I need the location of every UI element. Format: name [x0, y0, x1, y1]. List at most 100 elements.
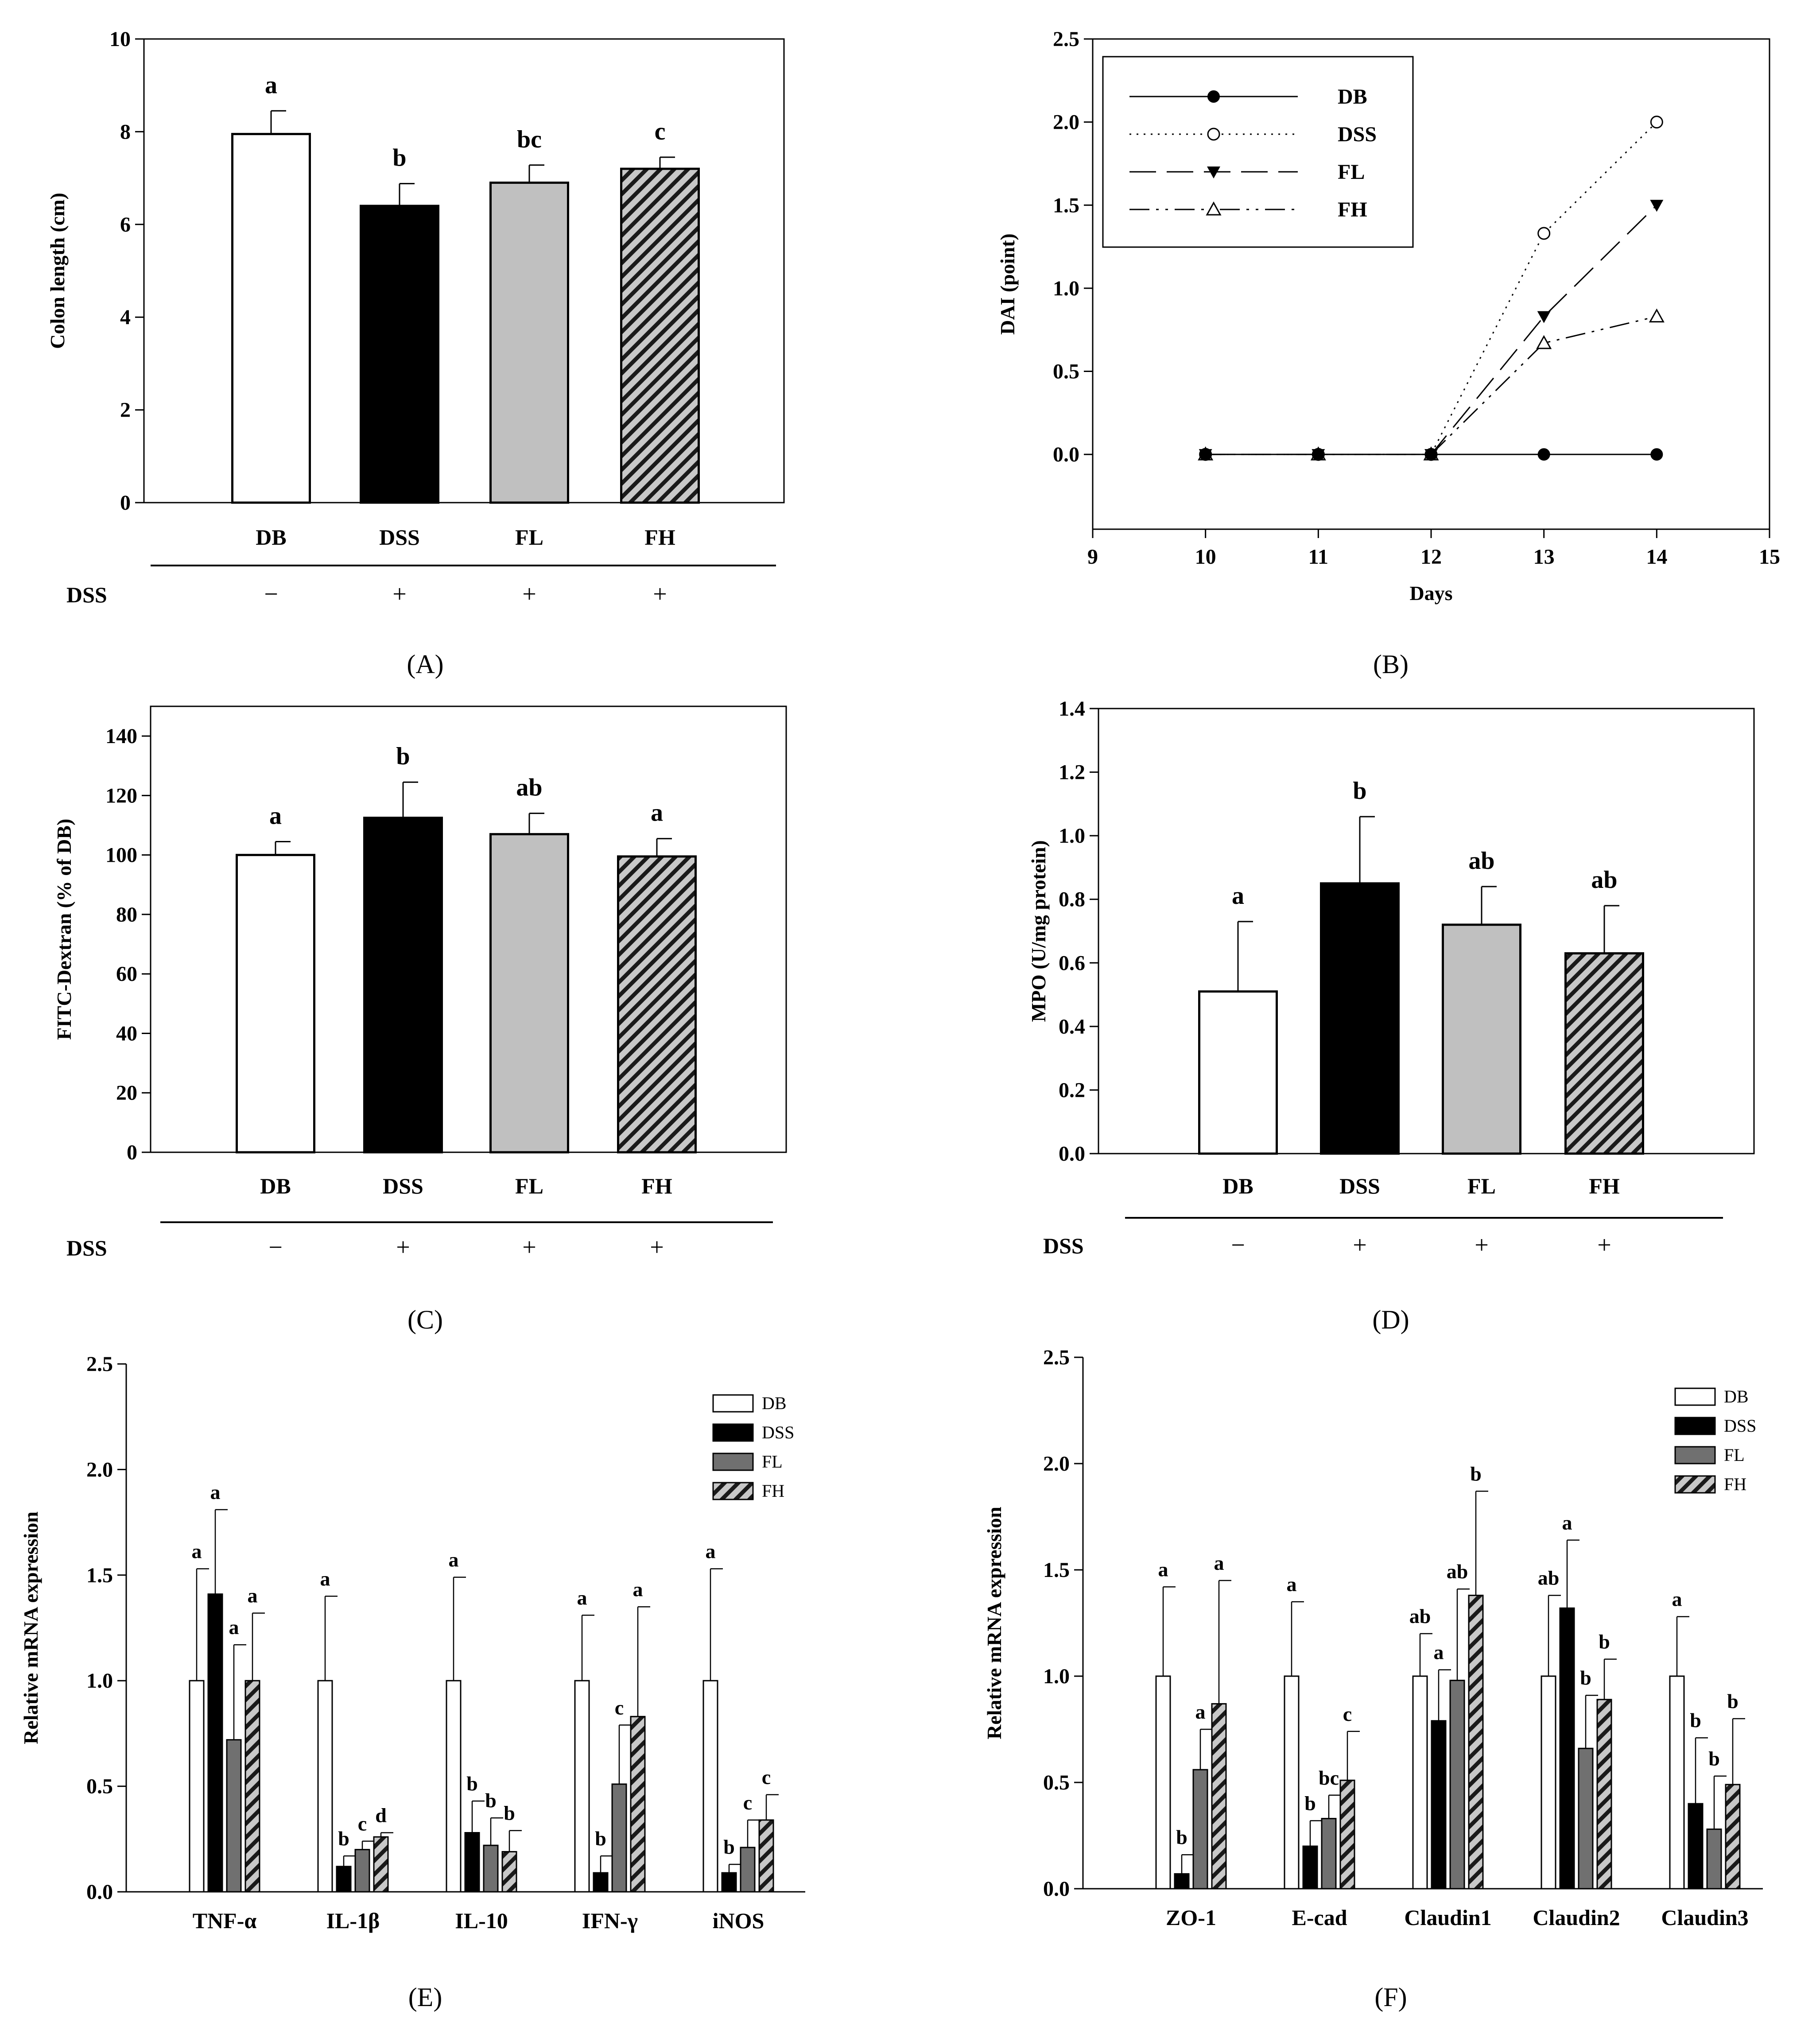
y-tick-label: 140 [105, 724, 137, 748]
legend-label-fh: FH [1338, 198, 1367, 221]
treatment-sign: + [522, 1234, 536, 1261]
category-label-il-10: IL-10 [455, 1908, 508, 1933]
significance-letter: a [192, 1540, 202, 1562]
bar-claudin2-fh [1596, 1699, 1612, 1890]
bar-tnf-db [189, 1680, 205, 1893]
y-tick-label: 0.8 [1059, 888, 1085, 911]
legend-marker-fl [1207, 167, 1220, 178]
legend-swatch-fl [712, 1453, 754, 1471]
data-point-dss [1537, 227, 1551, 240]
significance-letter: b [1708, 1747, 1720, 1770]
bar-il-1-fh [373, 1836, 389, 1893]
y-tick-label: 1.0 [86, 1669, 113, 1693]
bar-claudin1-fl [1449, 1680, 1465, 1890]
significance-letter: b [1580, 1666, 1591, 1689]
bar-claudin2-db [1541, 1675, 1556, 1890]
data-point-db [1537, 448, 1550, 461]
treatment-sign: + [392, 581, 407, 608]
panel-c: 0 20 40 60 80 100 120 140 FITC-Dextran (% of DB)… [53, 705, 787, 1334]
significance-letter: a [706, 1540, 716, 1562]
y-axis-label: FITC-Dextran (% of DB) [53, 819, 75, 1040]
significance-letter: a [1232, 882, 1244, 910]
treatment-sign: − [264, 581, 278, 608]
y-tick-label: 0.5 [1053, 360, 1079, 384]
legend-label-db: DB [1724, 1387, 1749, 1406]
significance-letter: b [1176, 1826, 1187, 1848]
treatment-sign: + [653, 581, 667, 608]
significance-letter: a [1562, 1511, 1572, 1534]
data-point-db [1425, 448, 1437, 461]
significance-letter: ab [1447, 1560, 1468, 1583]
bar-tnf-dss [207, 1593, 223, 1893]
legend-label-fh: FH [762, 1481, 784, 1501]
legend-box [1102, 56, 1414, 248]
data-point-dss [1650, 116, 1663, 129]
significance-letter: bc [1319, 1766, 1339, 1789]
bar-ifn-db [574, 1680, 590, 1893]
significance-letter: a [1195, 1701, 1206, 1723]
significance-letter: ab [1468, 847, 1494, 875]
bar-dss [360, 205, 439, 504]
y-tick-label: 0.0 [1053, 443, 1079, 466]
legend-marker-fh [1206, 201, 1222, 216]
bar-claudin1-db [1412, 1675, 1428, 1890]
bar-tnf-fh [244, 1680, 260, 1893]
y-tick-label: 2.0 [1053, 111, 1079, 134]
significance-letter: b [396, 743, 410, 770]
y-axis-label: DAI (point) [996, 233, 1019, 335]
bar-claudin1-dss [1431, 1720, 1447, 1890]
significance-letter: c [1343, 1703, 1352, 1725]
bar-fl [489, 833, 569, 1154]
significance-letter: b [466, 1772, 478, 1795]
panel-a: 0 2 4 6 8 10 Colon length (cm) a DB − b DSS + bc FL + c F… [46, 27, 785, 679]
x-tick-label: 10 [1195, 545, 1216, 569]
significance-letter: a [1287, 1573, 1297, 1596]
legend-swatch-dss [712, 1423, 754, 1442]
y-axis-label: Relative mRNA expression [19, 1511, 42, 1744]
significance-letter: d [375, 1804, 387, 1826]
bar-claudin3-dss [1688, 1803, 1704, 1890]
significance-letter: c [615, 1696, 624, 1719]
y-tick-label: 1.0 [1053, 277, 1079, 300]
bar-e-cad-dss [1302, 1845, 1318, 1890]
y-tick-label: 4 [120, 306, 131, 329]
bar-claudin1-fh [1468, 1595, 1484, 1890]
y-tick-label: 0.5 [1043, 1771, 1070, 1794]
legend-label-fl: FL [1338, 160, 1365, 184]
bar-fh [620, 167, 700, 504]
legend-label-dss: DSS [1338, 123, 1377, 146]
legend-marker-db [1207, 90, 1220, 103]
category-label-db: DB [1222, 1174, 1253, 1198]
legend-label-dss: DSS [1724, 1416, 1756, 1436]
significance-letter: b [504, 1802, 515, 1825]
bar-ifn-fh [630, 1716, 646, 1893]
bar-e-cad-fl [1321, 1818, 1337, 1890]
y-tick-label: 8 [120, 120, 131, 143]
legend-swatch-db [1674, 1387, 1716, 1406]
significance-letter: c [743, 1791, 752, 1814]
significance-letter: b [1727, 1690, 1739, 1712]
legend-label-db: DB [1338, 85, 1367, 108]
x-axis-label: Days [1409, 582, 1452, 604]
y-tick-label: 40 [116, 1022, 137, 1045]
bar-fh [617, 855, 697, 1154]
bar-claudin3-fl [1706, 1828, 1722, 1890]
plot-frame [143, 38, 785, 504]
significance-letter: a [210, 1481, 221, 1503]
plot-frame [1098, 708, 1755, 1154]
panel-caption: (E) [408, 1983, 442, 2012]
category-label-fh: FH [644, 525, 675, 550]
panel-caption: (C) [407, 1305, 443, 1334]
y-tick-label: 80 [116, 903, 137, 926]
y-tick-label: 1.5 [1043, 1558, 1070, 1582]
category-label-db: DB [260, 1174, 291, 1198]
data-point-fh [1649, 308, 1665, 323]
significance-letter: a [269, 802, 282, 829]
category-label-e-cad: E-cad [1292, 1905, 1347, 1930]
y-axis-label: Relative mRNA expression [983, 1507, 1005, 1739]
significance-letter: b [338, 1827, 349, 1850]
y-tick-label: 2.0 [86, 1458, 113, 1481]
bar-e-cad-db [1284, 1675, 1300, 1890]
x-tick-label: 12 [1420, 545, 1442, 569]
legend-marker-dss [1207, 128, 1220, 141]
